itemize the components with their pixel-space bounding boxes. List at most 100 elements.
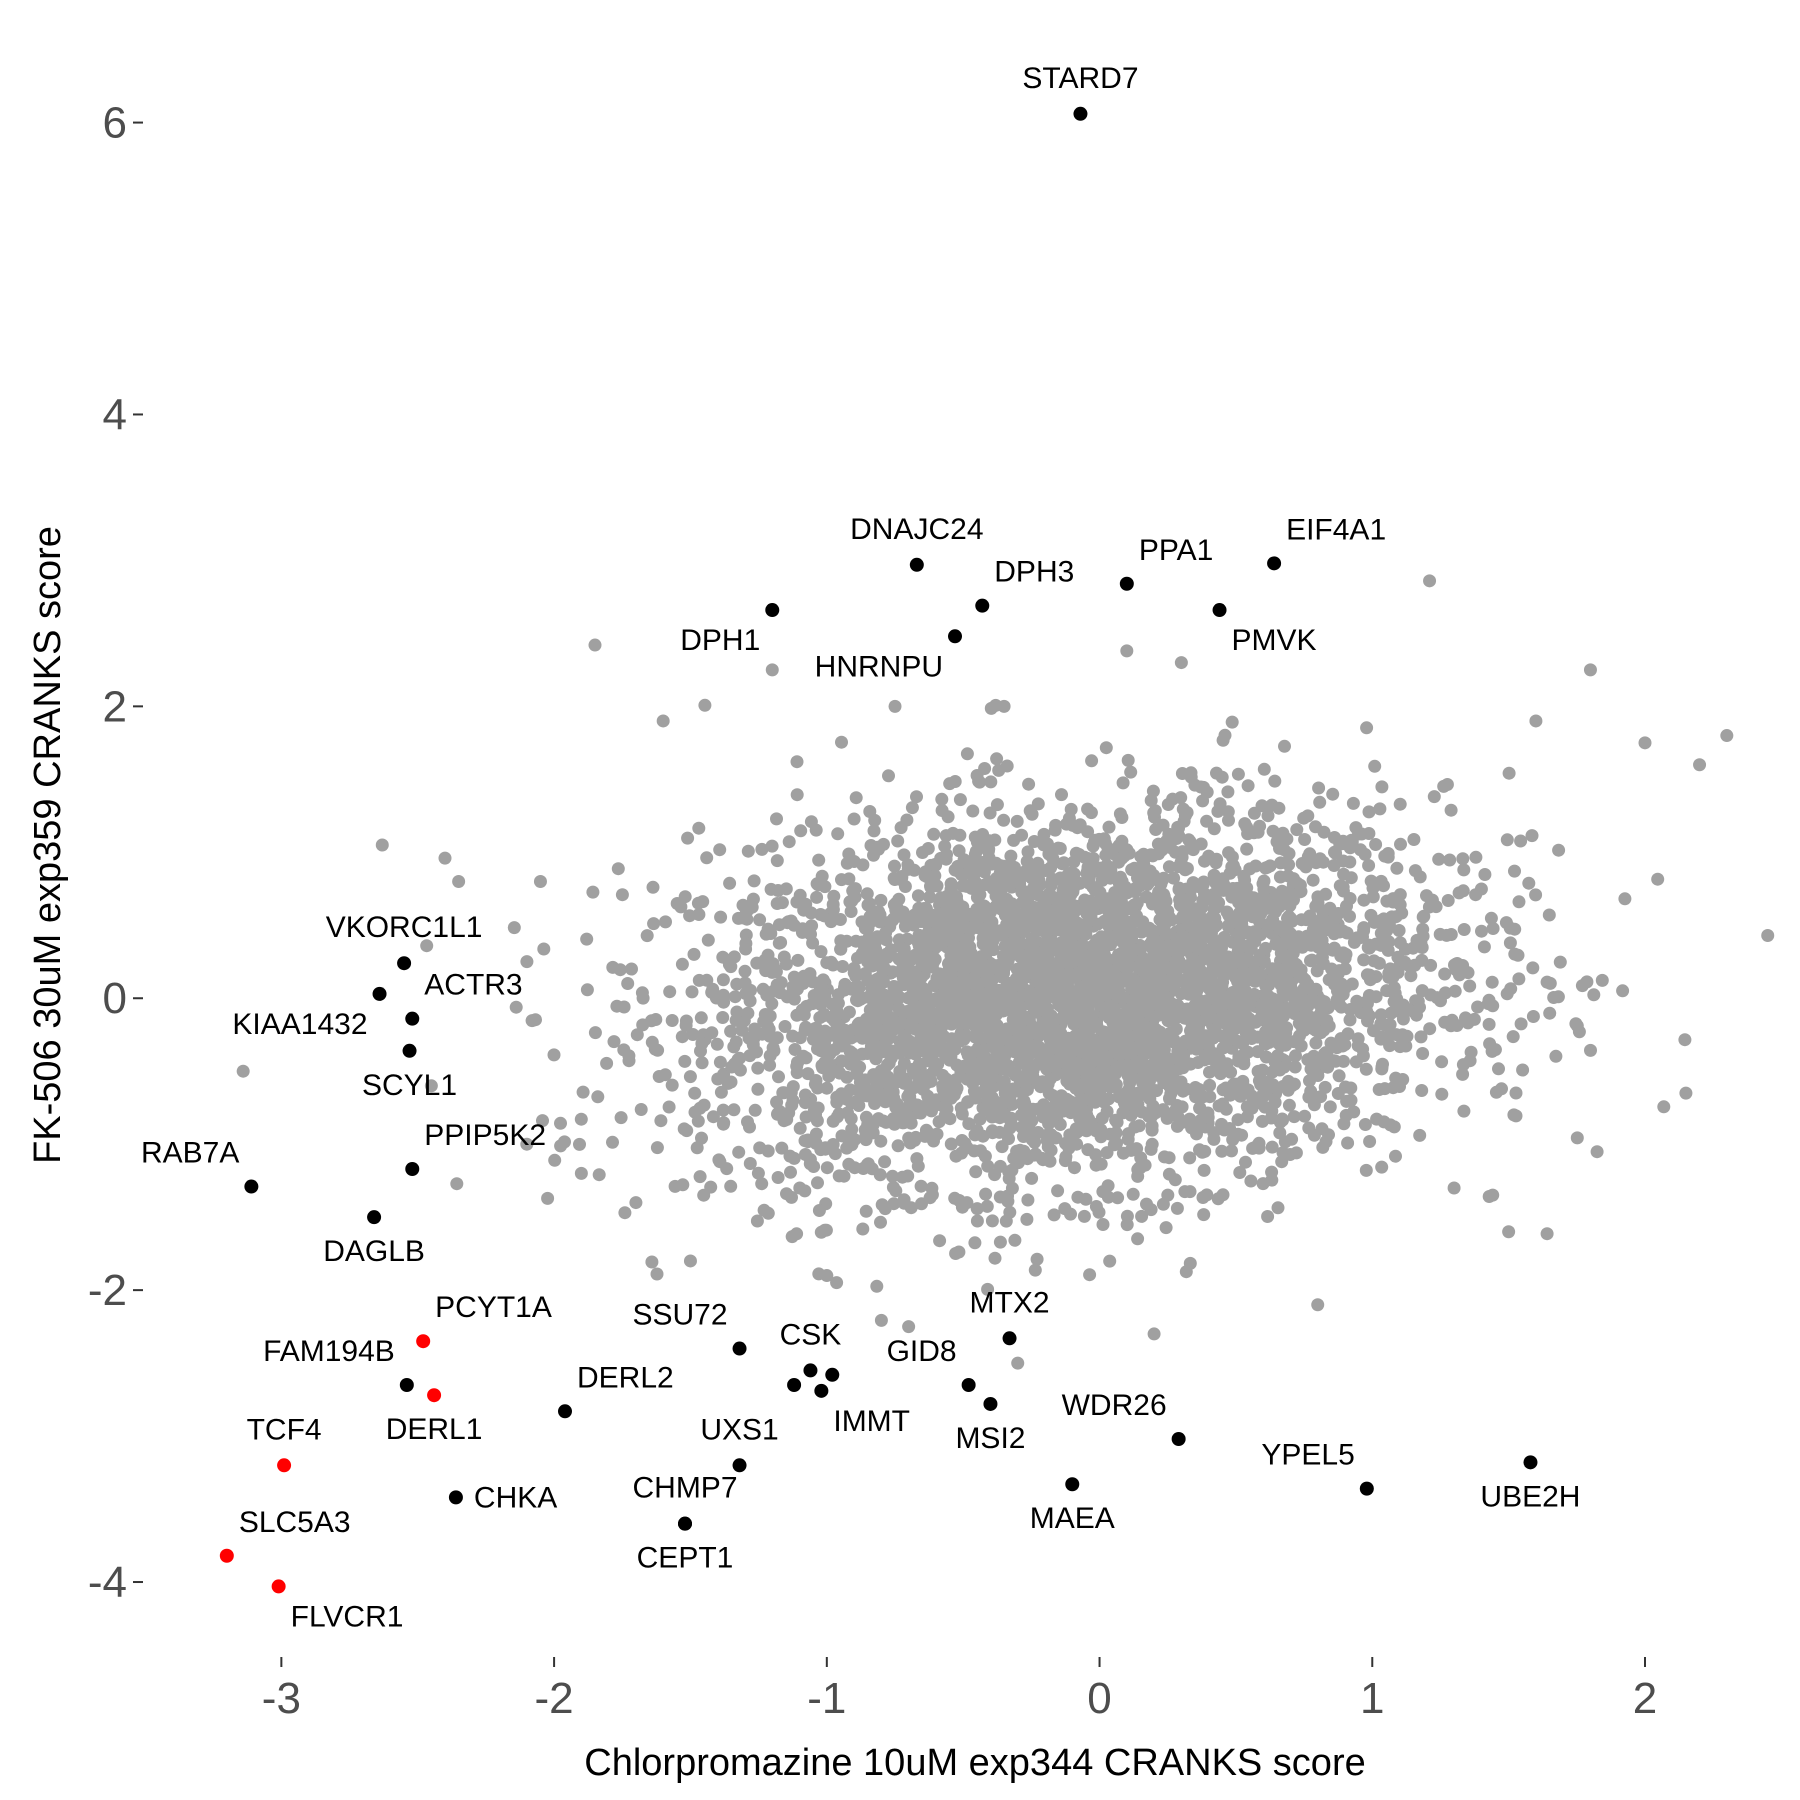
background-point bbox=[1005, 1097, 1019, 1111]
background-point bbox=[824, 915, 838, 929]
x-tick-label: -1 bbox=[807, 1674, 846, 1723]
background-point bbox=[944, 1137, 958, 1151]
background-point bbox=[988, 1023, 1002, 1037]
background-point bbox=[753, 1141, 767, 1155]
background-point bbox=[820, 1081, 834, 1095]
background-point bbox=[969, 907, 983, 921]
gene-point-rab7a bbox=[244, 1179, 259, 1194]
background-point bbox=[1274, 856, 1288, 870]
background-point bbox=[842, 1157, 856, 1171]
background-point bbox=[629, 1196, 643, 1210]
background-point bbox=[1253, 892, 1267, 906]
background-point bbox=[1049, 972, 1063, 986]
background-point bbox=[1236, 965, 1250, 979]
background-point bbox=[1184, 766, 1198, 780]
background-point bbox=[1333, 837, 1347, 851]
background-point bbox=[1174, 899, 1188, 913]
background-point bbox=[704, 1180, 718, 1194]
background-point bbox=[683, 1254, 697, 1268]
background-point bbox=[1262, 989, 1276, 1003]
background-point bbox=[554, 1116, 567, 1130]
background-point bbox=[588, 1026, 602, 1040]
background-point bbox=[1225, 715, 1239, 729]
background-point bbox=[1118, 880, 1132, 894]
gene-label-ppa1: PPA1 bbox=[1139, 534, 1214, 567]
background-point bbox=[1331, 907, 1345, 920]
background-point bbox=[576, 1085, 590, 1099]
background-point bbox=[1082, 1112, 1096, 1126]
background-point bbox=[761, 1206, 775, 1220]
background-point bbox=[938, 912, 952, 926]
background-point bbox=[970, 1214, 984, 1228]
background-point bbox=[812, 1204, 826, 1217]
background-point bbox=[960, 1196, 974, 1210]
background-point bbox=[1469, 850, 1483, 864]
gene-label-chmp7: CHMP7 bbox=[632, 1472, 737, 1505]
background-point bbox=[1595, 973, 1609, 987]
background-point bbox=[1136, 1056, 1150, 1070]
background-point bbox=[1358, 1118, 1372, 1131]
background-point bbox=[1678, 1033, 1692, 1047]
background-point bbox=[1080, 1124, 1093, 1138]
background-point bbox=[1054, 923, 1068, 937]
background-point bbox=[573, 1137, 586, 1151]
background-point bbox=[1021, 1063, 1035, 1077]
background-point bbox=[741, 1006, 755, 1020]
background-point bbox=[1116, 1146, 1130, 1160]
background-point bbox=[1166, 792, 1180, 806]
background-point bbox=[887, 1022, 901, 1036]
background-point bbox=[1250, 1096, 1264, 1110]
background-point bbox=[1136, 955, 1150, 969]
background-point bbox=[1540, 1227, 1554, 1241]
background-point bbox=[1332, 1069, 1346, 1083]
background-point bbox=[887, 898, 901, 912]
background-point bbox=[1457, 1104, 1471, 1118]
background-point bbox=[794, 824, 808, 838]
background-point bbox=[1144, 999, 1157, 1013]
background-point bbox=[899, 1076, 913, 1089]
background-point bbox=[1224, 1065, 1238, 1079]
gene-label-mtx2: MTX2 bbox=[970, 1286, 1050, 1319]
background-point bbox=[948, 949, 962, 963]
background-point bbox=[1135, 940, 1149, 954]
background-point bbox=[1416, 922, 1430, 936]
background-point bbox=[1116, 1106, 1130, 1120]
background-point bbox=[1315, 933, 1329, 947]
background-point bbox=[693, 1170, 707, 1184]
gene-label-csk: CSK bbox=[780, 1318, 842, 1351]
background-point bbox=[732, 1145, 746, 1159]
background-point bbox=[1022, 1111, 1036, 1125]
background-point bbox=[983, 806, 997, 820]
background-point bbox=[997, 813, 1011, 827]
background-point bbox=[1235, 995, 1249, 1008]
background-point bbox=[1195, 1145, 1209, 1159]
background-point bbox=[1221, 950, 1235, 964]
background-point bbox=[943, 1112, 957, 1126]
background-point bbox=[1004, 924, 1018, 938]
background-point bbox=[949, 1247, 963, 1260]
background-point bbox=[1679, 1086, 1693, 1100]
background-point bbox=[998, 1086, 1012, 1100]
background-point bbox=[1083, 1016, 1097, 1030]
background-point bbox=[793, 1121, 807, 1135]
background-point bbox=[853, 1075, 867, 1089]
x-tick-label: -3 bbox=[262, 1674, 301, 1723]
gene-point-eif4a1 bbox=[1267, 556, 1282, 571]
background-point bbox=[692, 908, 706, 921]
gene-point-pmvk bbox=[1212, 603, 1227, 618]
background-point bbox=[1471, 1000, 1485, 1014]
gene-label-ypel5: YPEL5 bbox=[1261, 1439, 1354, 1472]
background-point bbox=[1191, 1056, 1205, 1069]
background-point bbox=[1283, 888, 1297, 902]
background-point bbox=[836, 960, 850, 973]
background-point bbox=[1030, 946, 1044, 959]
background-point bbox=[1168, 1104, 1182, 1118]
background-point bbox=[898, 1030, 911, 1044]
background-point bbox=[1170, 1201, 1184, 1215]
gene-point-dph1 bbox=[765, 603, 780, 618]
background-point bbox=[1077, 1209, 1091, 1223]
background-point bbox=[1006, 868, 1019, 882]
background-point bbox=[941, 810, 955, 824]
background-point bbox=[1167, 979, 1181, 993]
background-point bbox=[1202, 849, 1216, 863]
